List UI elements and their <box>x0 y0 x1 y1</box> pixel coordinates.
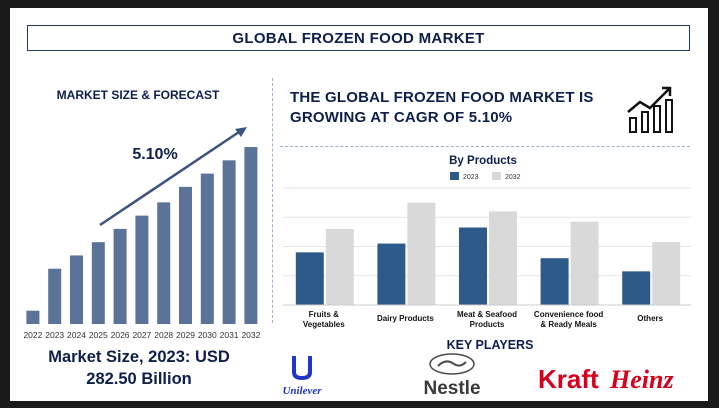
bar-2023-0 <box>295 252 324 305</box>
forecast-bar-2026 <box>113 228 127 324</box>
forecast-tick-2030: 2030 <box>198 330 217 340</box>
category-label-0: Fruits & Vegetables <box>303 310 345 329</box>
heinz-logo-text: Heinz <box>609 365 674 394</box>
horizontal-divider <box>280 146 690 147</box>
forecast-tick-2025: 2025 <box>89 330 108 340</box>
cagr-headline: THE GLOBAL FROZEN FOOD MARKET IS GROWING… <box>290 89 594 126</box>
bar-2032-2 <box>489 211 517 305</box>
growth-arrow-line <box>99 128 243 227</box>
by-products-bar-chart: By Products 2023 2032 Fruits & Vegetables Dai… <box>283 155 691 329</box>
infographic-frame: GLOBAL FROZEN FOOD MARKET MARKET SIZE & … <box>10 8 708 401</box>
key-players-logos: Unilever Nestle Kraft Heinz <box>282 353 674 399</box>
legend-label-2023: 2023 <box>463 174 479 181</box>
bar-2032-4 <box>652 242 681 305</box>
forecast-tick-2022: 2022 <box>23 330 42 340</box>
nestle-logo-text: Nestle <box>423 378 480 399</box>
forecast-tick-2031: 2031 <box>220 330 239 340</box>
forecast-bar-2029 <box>179 186 192 324</box>
forecast-bar-2025 <box>91 242 105 324</box>
forecast-bar-2032 <box>244 147 258 324</box>
category-label-2: Meat & Seafood Products <box>457 310 517 329</box>
bar-2023-3 <box>540 258 569 305</box>
market-size-line1: Market Size, 2023: USD <box>48 348 230 366</box>
category-label-4: Others <box>637 314 663 323</box>
unilever-logo: Unilever <box>282 356 322 397</box>
forecast-tick-2024: 2024 <box>67 330 86 340</box>
forecast-bar-2027 <box>135 215 149 324</box>
bar-2032-3 <box>570 221 599 305</box>
bar-2023-2 <box>459 227 487 305</box>
forecast-bar-2022 <box>26 310 40 324</box>
bar-2032-0 <box>325 228 354 305</box>
category-label-3: Convenience food & Ready Meals <box>534 310 603 329</box>
forecast-bar-2030 <box>200 173 214 324</box>
bar-2023-4 <box>622 271 651 305</box>
growth-chart-icon <box>627 86 673 133</box>
unilever-logo-text: Unilever <box>282 385 322 397</box>
legend-swatch-2032 <box>492 172 501 180</box>
forecast-bar-2031 <box>222 160 236 324</box>
category-label-1: Dairy Products <box>377 314 434 323</box>
key-players-title: KEY PLAYERS <box>446 338 534 352</box>
forecast-tick-2028: 2028 <box>154 330 173 340</box>
market-size-line2: 282.50 Billion <box>86 370 192 388</box>
title-box: GLOBAL FROZEN FOOD MARKET <box>27 25 690 51</box>
market-size-text: Market Size, 2023: USD 282.50 Billion <box>10 346 268 390</box>
chart-title: By Products <box>449 155 517 167</box>
kraft-logo-text: Kraft <box>538 364 599 394</box>
bar-2032-1 <box>407 202 436 305</box>
forecast-tick-2027: 2027 <box>132 330 151 340</box>
bar-2023-1 <box>377 243 406 305</box>
forecast-bar-2023 <box>48 268 62 324</box>
forecast-bar-2024 <box>70 255 83 324</box>
vertical-divider <box>272 78 273 323</box>
legend-label-2032: 2032 <box>505 174 521 181</box>
forecast-tick-2029: 2029 <box>176 330 195 340</box>
forecast-tick-2023: 2023 <box>45 330 64 340</box>
forecast-bar-2028 <box>157 202 171 324</box>
page-title: GLOBAL FROZEN FOOD MARKET <box>232 29 485 47</box>
market-size-panel: MARKET SIZE & FORECAST 2022 2023 2024 2025 2… <box>10 64 268 401</box>
legend-swatch-2023 <box>450 172 459 180</box>
forecast-tick-2032: 2032 <box>241 330 260 340</box>
forecast-title: MARKET SIZE & FORECAST <box>56 88 220 102</box>
forecast-bar-chart: 2022 2023 2024 2025 2026 2027 2028 2029 2030 2031… <box>23 127 261 340</box>
forecast-tick-2026: 2026 <box>111 330 130 340</box>
nestle-logo: Nestle <box>423 353 481 399</box>
kraftheinz-logo: Kraft Heinz <box>538 364 674 394</box>
growth-arrow-head <box>235 127 247 137</box>
cagr-label: 5.10% <box>132 146 177 163</box>
